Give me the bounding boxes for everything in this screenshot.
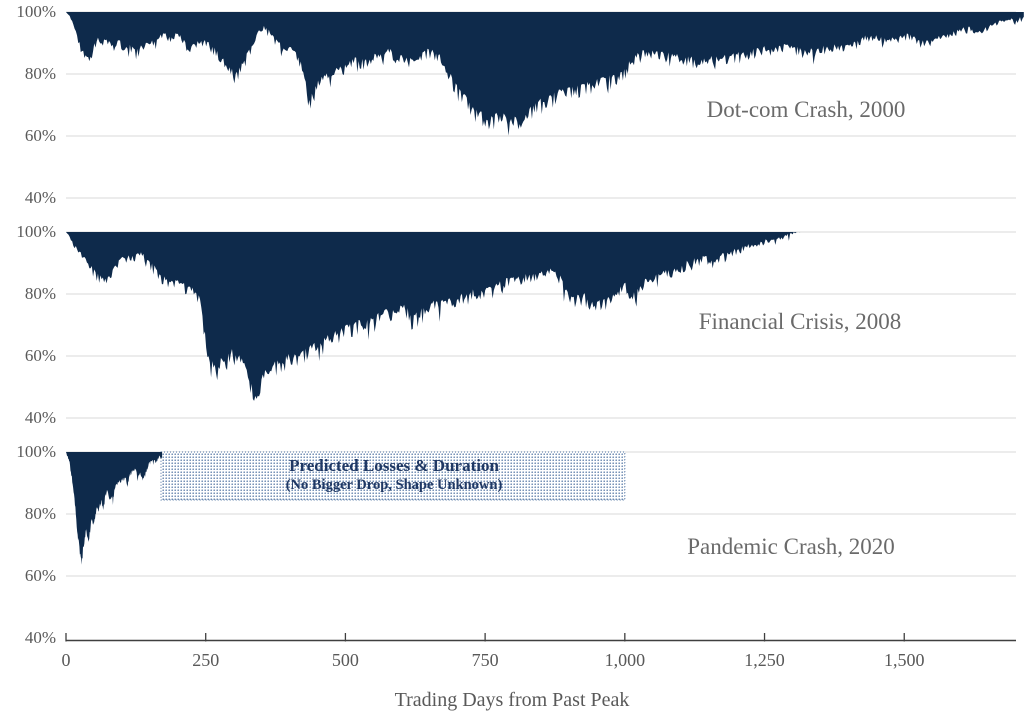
y-tick-label-panel1-80pct: 80%: [24, 64, 56, 84]
area-dotcom-crash: [66, 12, 1024, 136]
y-tick-label-panel3-80pct: 80%: [24, 504, 56, 524]
x-tick-label-1000: 1,000: [604, 650, 646, 670]
y-tick-label-panel2-80pct: 80%: [24, 284, 56, 304]
x-tick-label-500: 500: [331, 650, 359, 670]
area-financial-crisis: [66, 232, 801, 401]
y-tick-label-panel3-40pct: 40%: [24, 628, 56, 648]
chart-title-financial-crisis: Financial Crisis, 2008: [698, 309, 902, 334]
y-tick-label-panel1-60pct: 60%: [24, 126, 56, 146]
x-tick-label-250: 250: [192, 650, 220, 670]
area-pandemic-crash: [66, 452, 163, 565]
chart-title-dotcom-crash: Dot-com Crash, 2000: [706, 97, 906, 122]
y-tick-label-panel1-40pct: 40%: [24, 188, 56, 208]
x-tick-label-0: 0: [61, 650, 71, 670]
y-tick-label-panel2-100pct: 100%: [16, 222, 56, 242]
y-tick-label-panel2-60pct: 60%: [24, 346, 56, 366]
chart-title-pandemic-crash: Pandemic Crash, 2020: [687, 534, 895, 559]
x-tick-label-750: 750: [471, 650, 499, 670]
x-tick-label-1250: 1,250: [744, 650, 785, 670]
y-tick-label-panel2-40pct: 40%: [24, 408, 56, 428]
x-axis-title: Trading Days from Past Peak: [394, 689, 630, 711]
y-tick-label-panel3-60pct: 60%: [24, 566, 56, 586]
prediction-box: [160, 451, 626, 501]
prediction-box-label-line1: Predicted Losses & Duration: [289, 456, 499, 475]
y-tick-label-panel3-100pct: 100%: [16, 442, 56, 462]
x-tick-label-1500: 1,500: [883, 650, 925, 670]
y-tick-label-panel1-100pct: 100%: [16, 2, 56, 22]
prediction-box-label-line2: (No Bigger Drop, Shape Unknown): [285, 477, 503, 493]
